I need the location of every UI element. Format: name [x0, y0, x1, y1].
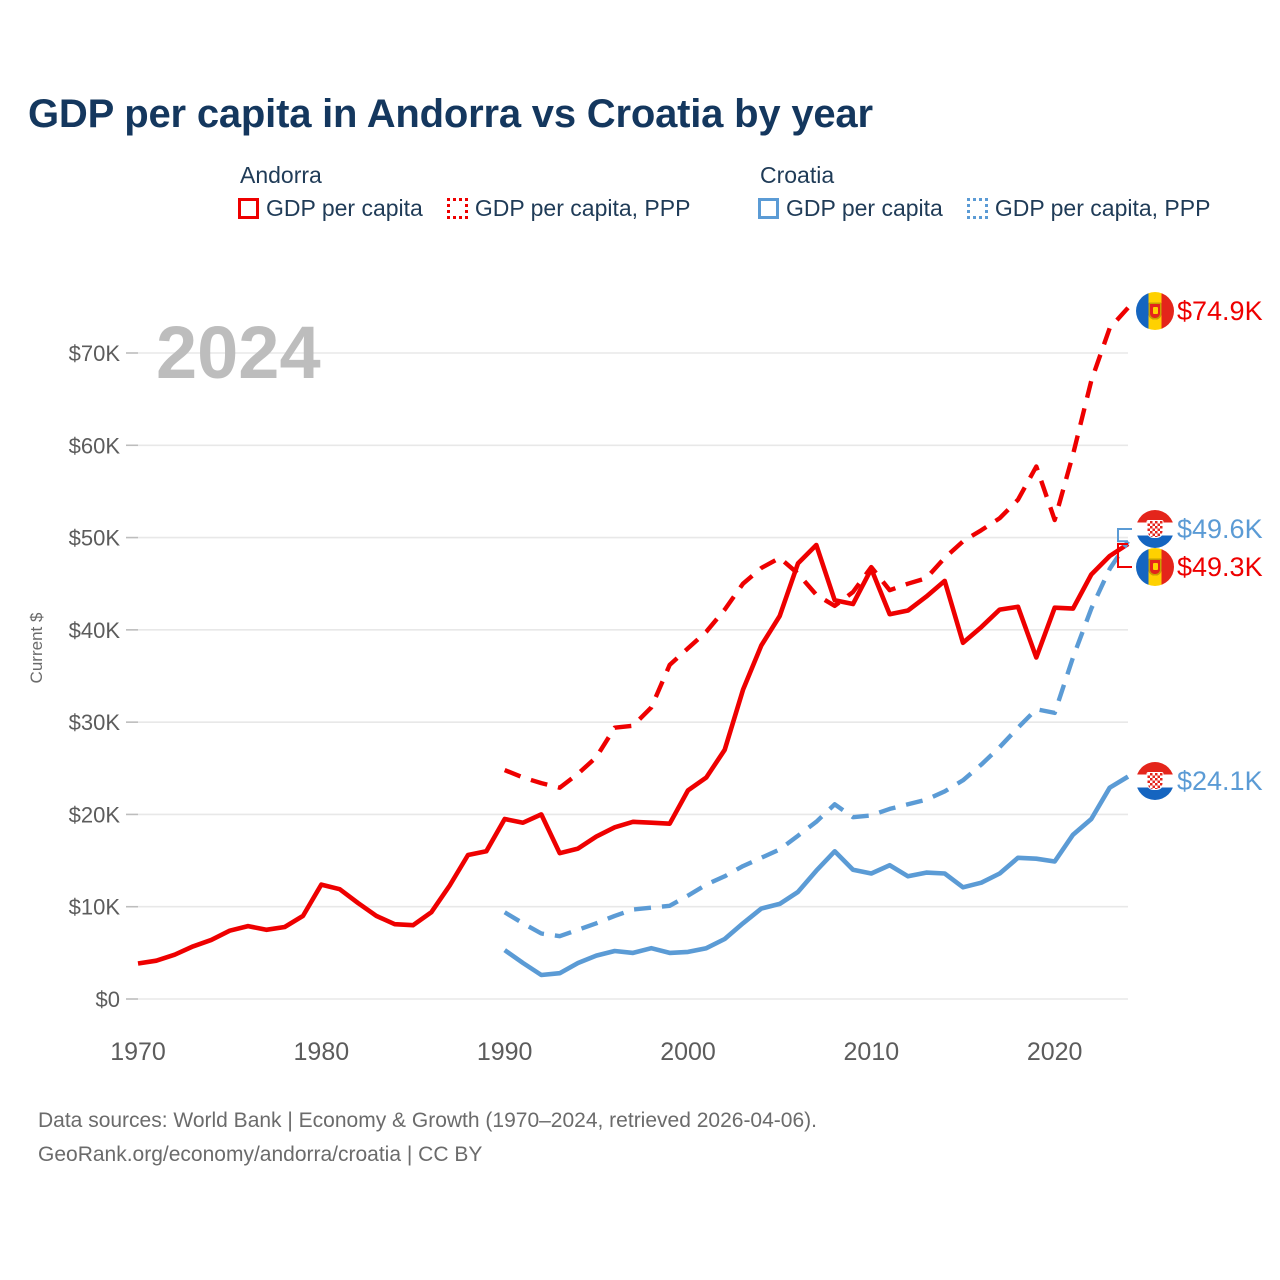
x-axis-tick-label: 1970	[110, 1038, 166, 1066]
legend-item-andorra-gdp[interactable]: GDP per capita	[238, 195, 423, 222]
series-line-croatia-gdp	[503, 774, 1130, 978]
x-axis-tick-label: 1990	[477, 1038, 533, 1066]
legend-item-label: GDP per capita	[786, 195, 943, 221]
legend-item-croatia-gdp[interactable]: GDP per capita	[758, 195, 943, 222]
croatia-flag-icon	[1136, 762, 1174, 800]
footer-attribution: GeoRank.org/economy/andorra/croatia | CC…	[38, 1143, 483, 1167]
page-title: GDP per capita in Andorra vs Croatia by …	[28, 92, 873, 136]
y-axis-tick-label: $70K	[69, 341, 121, 366]
croatia-ppp-end-label: $49.6K	[1136, 510, 1263, 548]
legend-group-andorra: Andorra GDP per capita GDP per capita, P…	[238, 162, 758, 222]
end-label-value: $49.3K	[1177, 551, 1263, 582]
chart-legend: Andorra GDP per capita GDP per capita, P…	[238, 162, 1268, 222]
croatia-gdp-end-label: $24.1K	[1136, 762, 1263, 800]
y-axis-tick-label: $30K	[69, 710, 121, 735]
andorra-flag-icon	[1136, 292, 1174, 330]
x-axis-tick-label: 2010	[844, 1038, 900, 1066]
y-axis-title: Current $	[27, 612, 46, 683]
footer-data-sources: Data sources: World Bank | Economy & Gro…	[38, 1109, 817, 1132]
end-label-value: $24.1K	[1177, 765, 1263, 796]
series-line-croatia-ppp	[503, 540, 1130, 939]
label-leader-lines	[1117, 528, 1132, 568]
square-outline-icon	[238, 198, 259, 219]
legend-country-croatia: Croatia	[760, 162, 835, 188]
square-dotted-icon	[966, 198, 988, 219]
y-axis-tick-label: $10K	[69, 895, 121, 920]
x-axis-tick-label: 1980	[294, 1038, 350, 1066]
y-axis-tick-labels: $0 $10K $20K $30K $40K $50K $60K $70K	[69, 341, 121, 1012]
andorra-flag-icon	[1136, 548, 1174, 586]
andorra-ppp-end-label: $74.9K	[1136, 292, 1263, 330]
y-axis-tick-label: $60K	[69, 433, 121, 458]
y-axis-tick-label: $20K	[69, 802, 121, 827]
andorra-gdp-end-label: $49.3K	[1136, 548, 1263, 586]
x-axis-tick-labels: 1970 1980 1990 2000 2010 2020	[110, 1038, 1082, 1066]
x-axis-tick-label: 2000	[660, 1038, 716, 1066]
end-label-value: $49.6K	[1177, 513, 1263, 544]
legend-item-croatia-ppp[interactable]: GDP per capita, PPP	[966, 195, 1211, 222]
legend-item-label: GDP per capita, PPP	[474, 195, 691, 221]
square-dotted-icon	[446, 198, 468, 219]
series-line-andorra-ppp	[503, 306, 1130, 790]
gridlines	[126, 352, 1128, 1000]
year-watermark: 2024	[156, 311, 321, 394]
y-axis-tick-label: $40K	[69, 618, 121, 643]
legend-item-label: GDP per capita, PPP	[994, 195, 1211, 221]
legend-group-croatia: Croatia GDP per capita GDP per capita, P…	[758, 162, 1234, 222]
leader-line	[1117, 528, 1132, 543]
croatia-flag-icon	[1136, 510, 1174, 548]
data-series-layer	[137, 306, 1130, 978]
square-outline-icon	[758, 198, 779, 219]
end-label-value: $74.9K	[1177, 295, 1263, 326]
legend-country-andorra: Andorra	[240, 162, 322, 188]
line-chart-plot: $0$10K$20K$30K$40K$50K$60K$70K 1970 1980 1…	[27, 306, 1132, 1066]
legend-item-andorra-ppp[interactable]: GDP per capita, PPP	[446, 195, 691, 222]
y-axis-tick-label: $50K	[69, 526, 121, 551]
leader-line	[1117, 543, 1132, 568]
chart-footer: Data sources: World Bank | Economy & Gro…	[38, 1104, 817, 1172]
series-line-andorra-gdp	[137, 542, 1130, 966]
y-axis-tick-label: $0	[96, 987, 120, 1012]
legend-item-label: GDP per capita	[266, 195, 423, 221]
x-axis-tick-label: 2020	[1027, 1038, 1083, 1066]
